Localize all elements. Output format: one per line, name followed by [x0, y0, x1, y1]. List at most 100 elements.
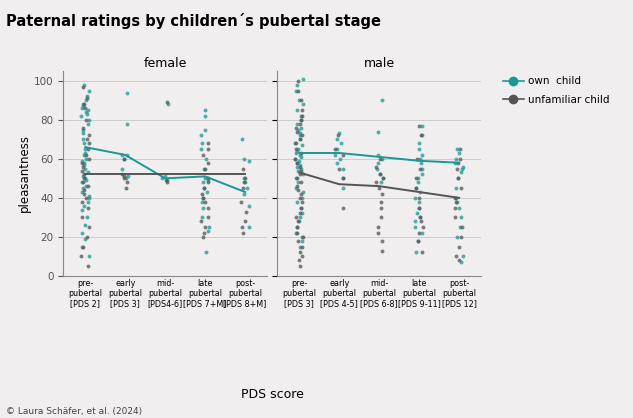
Point	[413, 237, 423, 244]
Point	[374, 185, 384, 191]
Point	[412, 155, 422, 162]
Point	[450, 194, 460, 201]
Point	[417, 165, 427, 172]
Point	[84, 146, 94, 153]
Point	[199, 165, 209, 172]
Point	[415, 165, 425, 172]
Point	[198, 204, 208, 211]
Point	[117, 165, 127, 172]
Point	[293, 126, 303, 133]
Point	[296, 153, 306, 160]
Point	[450, 159, 460, 166]
Point	[82, 234, 92, 240]
Point	[418, 224, 428, 230]
Point	[414, 229, 424, 236]
Point	[291, 140, 301, 147]
Point	[203, 204, 213, 211]
Point	[197, 214, 208, 221]
Point	[376, 204, 386, 211]
Text: © Laura Schäfer, et al. (2024): © Laura Schäfer, et al. (2024)	[6, 407, 142, 416]
Point	[160, 173, 170, 180]
Legend: own  child, unfamiliar child: own child, unfamiliar child	[499, 72, 613, 109]
Point	[452, 199, 462, 205]
Point	[83, 120, 93, 127]
Point	[373, 224, 383, 230]
Point	[416, 218, 426, 224]
Title: male: male	[363, 57, 395, 70]
Point	[373, 152, 384, 158]
Point	[411, 185, 421, 191]
Point	[239, 191, 249, 197]
Point	[77, 159, 87, 166]
Point	[296, 194, 306, 201]
Point	[298, 194, 308, 201]
Point	[291, 150, 301, 156]
Point	[291, 214, 301, 221]
Point	[377, 191, 387, 197]
Y-axis label: pleasantness: pleasantness	[18, 135, 31, 212]
Point	[332, 136, 342, 143]
Point	[372, 165, 382, 172]
Point	[244, 158, 254, 164]
Point	[291, 128, 301, 135]
Point	[454, 257, 464, 264]
Point	[291, 155, 301, 162]
Point	[291, 159, 301, 166]
Point	[77, 189, 87, 195]
Point	[411, 249, 421, 256]
Point	[237, 224, 247, 230]
Point	[298, 234, 308, 240]
Point	[76, 253, 86, 260]
Point	[415, 214, 425, 221]
Point	[458, 253, 468, 260]
Point	[296, 117, 306, 123]
Point	[297, 199, 307, 205]
Point	[77, 243, 87, 250]
Point	[239, 175, 249, 182]
Point	[330, 146, 341, 153]
Point	[451, 155, 461, 162]
Point	[293, 218, 303, 224]
Point	[203, 140, 213, 147]
Point	[200, 112, 210, 119]
Point	[122, 89, 132, 96]
Point	[411, 175, 421, 182]
Point	[292, 120, 302, 127]
Point	[454, 243, 464, 250]
Point	[453, 159, 463, 166]
Point	[82, 214, 92, 221]
Point	[413, 237, 423, 244]
Point	[77, 199, 87, 205]
Point	[81, 177, 91, 184]
Point	[294, 97, 304, 104]
Point	[298, 234, 308, 240]
Point	[77, 206, 87, 213]
Point	[78, 185, 88, 191]
Point	[291, 155, 301, 162]
Point	[118, 173, 128, 180]
Point	[84, 140, 94, 147]
Point	[78, 124, 88, 131]
Point	[332, 146, 342, 153]
Point	[203, 228, 213, 234]
Point	[292, 229, 303, 236]
Point	[377, 97, 387, 104]
Point	[292, 163, 302, 170]
Point	[417, 132, 427, 139]
Point	[83, 107, 93, 113]
Point	[84, 87, 94, 94]
Point	[79, 187, 89, 194]
Point	[198, 179, 208, 186]
Point	[338, 175, 348, 182]
Point	[77, 103, 87, 110]
Point	[291, 146, 301, 153]
Point	[337, 165, 348, 172]
Point	[296, 161, 306, 168]
Point	[293, 167, 303, 174]
Point	[298, 171, 308, 178]
Point	[416, 159, 426, 166]
Point	[162, 99, 172, 106]
Point	[203, 146, 213, 153]
Point	[204, 224, 214, 230]
Point	[295, 249, 305, 256]
